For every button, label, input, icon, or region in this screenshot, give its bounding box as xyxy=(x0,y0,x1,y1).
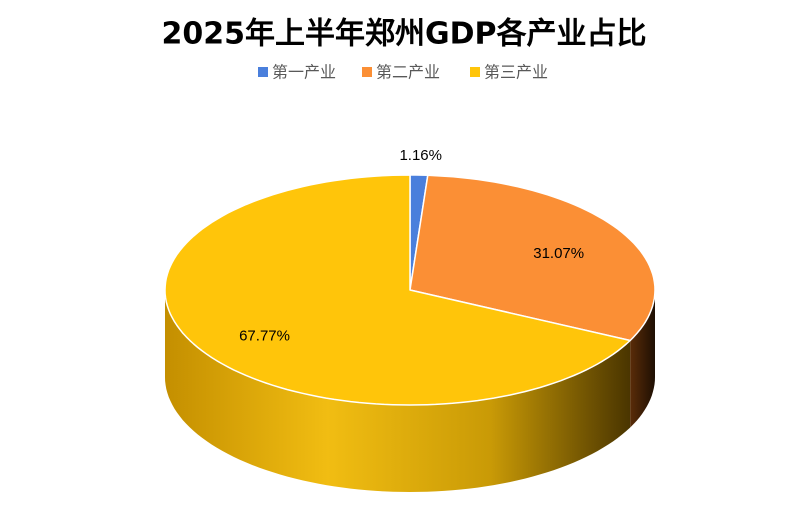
chart-title: 2025年上半年郑州GDP各产业占比 xyxy=(161,17,646,52)
slice-side xyxy=(165,290,631,492)
data-label: 67.77% xyxy=(239,328,290,345)
slice-side xyxy=(630,290,655,428)
slice xyxy=(164,174,631,406)
legend-label: 第三产业 xyxy=(484,63,548,82)
legend-marker xyxy=(470,67,480,77)
legend-label: 第一产业 xyxy=(272,63,336,82)
legend-marker xyxy=(258,67,268,77)
data-label: 31.07% xyxy=(533,245,584,262)
legend-label: 第二产业 xyxy=(376,63,440,82)
legend-marker xyxy=(362,67,372,77)
slice xyxy=(409,174,656,342)
data-label: 1.16% xyxy=(399,147,442,164)
